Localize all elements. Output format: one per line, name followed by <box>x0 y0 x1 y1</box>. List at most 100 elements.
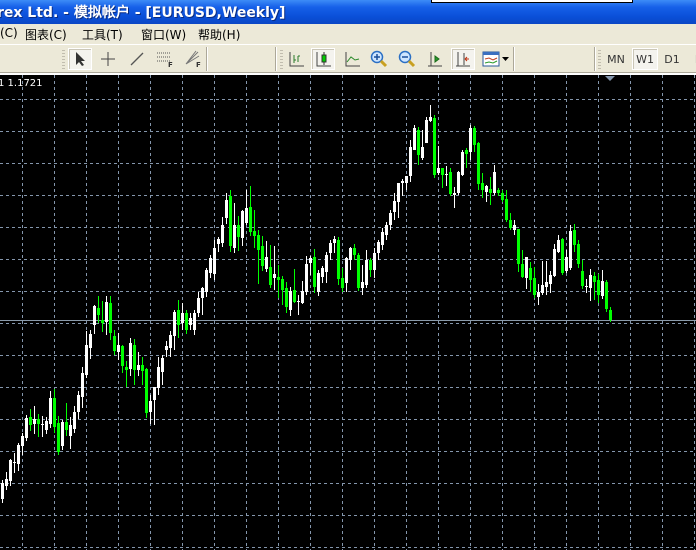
candle-bear <box>449 172 452 194</box>
candle-bull <box>217 239 220 244</box>
timeframe-d1[interactable]: D1 <box>664 52 680 66</box>
toolbar-grip[interactable] <box>280 50 283 69</box>
menu-item-tools[interactable]: 工具(T) <box>82 28 123 42</box>
candle-bear <box>133 345 136 370</box>
trendline-button[interactable] <box>125 48 149 70</box>
candle-bear <box>121 346 124 366</box>
timeframe-h[interactable]: H <box>686 48 696 70</box>
candle-bull <box>553 249 556 276</box>
candle-bear <box>101 320 104 323</box>
chart-shift-marker-icon <box>605 76 615 81</box>
candle-bear <box>441 168 444 175</box>
templates-dropdown[interactable] <box>500 48 510 70</box>
candle-bull <box>349 248 352 260</box>
menu-item-window[interactable]: 窗口(W) <box>141 28 187 42</box>
trendline-icon <box>130 52 144 66</box>
chart-shift-button[interactable] <box>451 48 475 70</box>
candle-bull <box>193 313 196 330</box>
candle-bull <box>241 211 244 238</box>
candle-bull <box>461 152 464 175</box>
candle-bear <box>57 423 60 452</box>
toolbar-grip[interactable] <box>598 50 601 69</box>
candle-bull <box>13 462 16 463</box>
fibonacci-fan-button[interactable]: F <box>181 48 205 70</box>
candle-bull <box>149 401 152 412</box>
candle-bear <box>509 220 512 228</box>
timeframe-w1[interactable]: W1 <box>632 48 658 70</box>
candle-bear <box>477 143 480 184</box>
candle-bull <box>233 225 236 248</box>
candle-bull <box>569 231 572 268</box>
toolbar-separator <box>206 47 208 71</box>
menu-item-charts[interactable]: 图表(C) <box>25 28 67 42</box>
price-chart[interactable] <box>0 75 696 550</box>
candle-bull <box>321 268 324 277</box>
candle-bear <box>293 290 296 302</box>
cursor-button[interactable] <box>68 48 92 70</box>
candle-bull <box>213 248 216 274</box>
candle-bull <box>201 288 204 298</box>
candle-bear <box>369 260 372 270</box>
candle-bear <box>141 365 144 371</box>
svg-text:F: F <box>168 61 173 68</box>
candle-bull <box>301 291 304 303</box>
candle-bull <box>485 186 488 192</box>
candle-bull <box>297 301 300 302</box>
candle-bear <box>341 278 344 288</box>
toolbar-separator <box>275 47 277 71</box>
menu-item-help[interactable]: 帮助(H) <box>198 28 241 42</box>
candle-bull <box>41 424 44 425</box>
candle-bear <box>497 190 500 193</box>
toolbar-grip[interactable] <box>62 50 65 69</box>
candle-bear <box>185 313 188 330</box>
timeframe-mn[interactable]: MN <box>607 52 625 66</box>
chart-area[interactable]: 1 1.1721 <box>0 73 696 550</box>
candle-bear <box>609 310 612 320</box>
fibonacci-retracement-button[interactable]: F <box>153 48 177 70</box>
candle-bear <box>561 239 564 273</box>
candle-bull <box>105 302 108 322</box>
menu-item-partial[interactable]: (C) <box>0 26 18 40</box>
candle-bear <box>113 336 116 351</box>
templates-button[interactable] <box>480 48 502 70</box>
candle-bear <box>29 417 32 425</box>
candle-bear <box>109 303 112 333</box>
candle-bull <box>445 174 448 175</box>
candle-bull <box>385 225 388 235</box>
zoom-out-button[interactable] <box>395 48 419 70</box>
zoom-in-button[interactable] <box>367 48 391 70</box>
candle-bull <box>329 243 332 253</box>
candle-bull <box>525 257 528 278</box>
title-bar: rex Ltd. - 模拟帐户 - [EURUSD,Weekly] <box>0 0 696 24</box>
candle-bull <box>469 128 472 152</box>
candle-bull <box>585 286 588 287</box>
candle-bull <box>265 257 268 269</box>
candle-bear <box>145 369 148 413</box>
candle-bear <box>281 279 284 290</box>
candle-bull <box>493 172 496 193</box>
zoom-in-icon <box>370 50 388 68</box>
candle-bear <box>313 257 316 287</box>
candle-bear <box>253 231 256 236</box>
candle-bear <box>489 189 492 193</box>
candle-bear <box>337 240 340 279</box>
candle-bull <box>89 334 92 348</box>
candle-bear <box>529 268 532 280</box>
candle-bull <box>401 181 404 183</box>
chevron-down-icon <box>501 56 509 61</box>
candle-bear <box>577 244 580 264</box>
toolbar: F F MN W1 D1 H <box>0 44 696 73</box>
candle-bull <box>1 483 4 499</box>
candle-bull <box>209 258 212 273</box>
candle-bull <box>161 358 164 372</box>
auto-scroll-button[interactable] <box>423 48 447 70</box>
bar-chart-button[interactable] <box>284 48 308 70</box>
candlestick-chart-button[interactable] <box>311 48 335 70</box>
candle-bear <box>261 246 264 266</box>
candle-bull <box>21 436 24 446</box>
candle-bull <box>565 257 568 271</box>
line-chart-button[interactable] <box>340 48 364 70</box>
candle-bull <box>361 282 364 288</box>
candle-bear <box>593 276 596 282</box>
crosshair-button[interactable] <box>96 48 120 70</box>
